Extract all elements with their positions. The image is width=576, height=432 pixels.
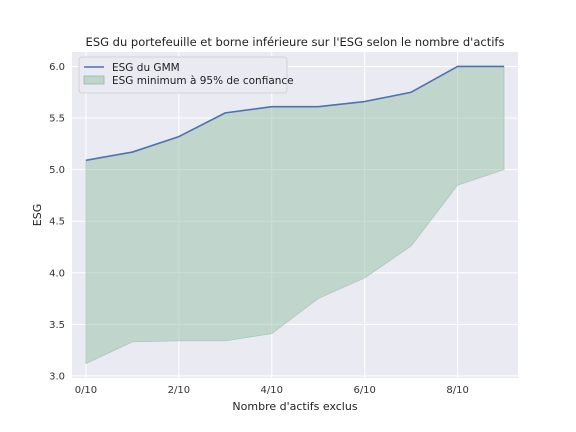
- y-tick-label: 3.5: [49, 320, 65, 331]
- band-lower-point: [503, 168, 505, 170]
- y-tick-label: 5.0: [49, 165, 65, 176]
- esg-gmm-line: [85, 65, 505, 162]
- y-axis-label: ESG: [31, 204, 44, 226]
- x-tick-label: 0/10: [75, 385, 97, 396]
- band-lower-point: [456, 184, 458, 186]
- grid: [72, 52, 518, 378]
- band-lower-point: [363, 277, 365, 279]
- esg-gmm-point: [410, 91, 412, 93]
- x-tick-label: 6/10: [353, 385, 375, 396]
- esg-gmm-point: [456, 65, 458, 67]
- legend-label-esg-minimum: ESG minimum à 95% de confiance: [112, 75, 294, 87]
- band-lower-point: [271, 332, 273, 334]
- y-tick-label: 5.5: [49, 114, 65, 125]
- x-tick-label: 4/10: [261, 385, 283, 396]
- y-tick-label: 6.0: [49, 62, 65, 73]
- esg-gmm-point: [131, 151, 133, 153]
- tick-labels: 3.0 3.5 4.0 4.5 5.0 5.5 6.0 0/10 2/10 4/10 6/10 8/1…: [49, 62, 469, 396]
- esg-gmm-point: [271, 105, 273, 107]
- chart-title: ESG du portefeuille et borne inférieure …: [86, 35, 505, 49]
- y-tick-label: 3.0: [49, 371, 65, 382]
- esg-gmm-point: [317, 105, 319, 107]
- y-tick-label: 4.0: [49, 268, 65, 279]
- band-lower-point: [410, 245, 412, 247]
- band-lower-point: [178, 340, 180, 342]
- band-lower-point: [224, 340, 226, 342]
- band-lower-point: [85, 362, 87, 364]
- legend: ESG du GMM ESG minimum à 95% de confianc…: [78, 56, 294, 94]
- esg-gmm-point: [85, 159, 87, 161]
- esg-gmm-point: [503, 65, 505, 67]
- legend-label-esg-gmm: ESG du GMM: [112, 62, 180, 74]
- band-lower-point: [317, 297, 319, 299]
- x-axis-label: Nombre d'actifs exclus: [232, 400, 357, 413]
- legend-box: [78, 56, 288, 94]
- x-tick-label: 8/10: [446, 385, 468, 396]
- legend-band-swatch: [83, 75, 105, 85]
- band-lower-point: [131, 341, 133, 343]
- x-tick-label: 2/10: [168, 385, 190, 396]
- esg-gmm-point: [224, 112, 226, 114]
- y-tick-label: 4.5: [49, 217, 65, 228]
- esg-gmm-point: [178, 135, 180, 137]
- esg-gmm-point: [363, 100, 365, 102]
- data-layer: [85, 65, 505, 365]
